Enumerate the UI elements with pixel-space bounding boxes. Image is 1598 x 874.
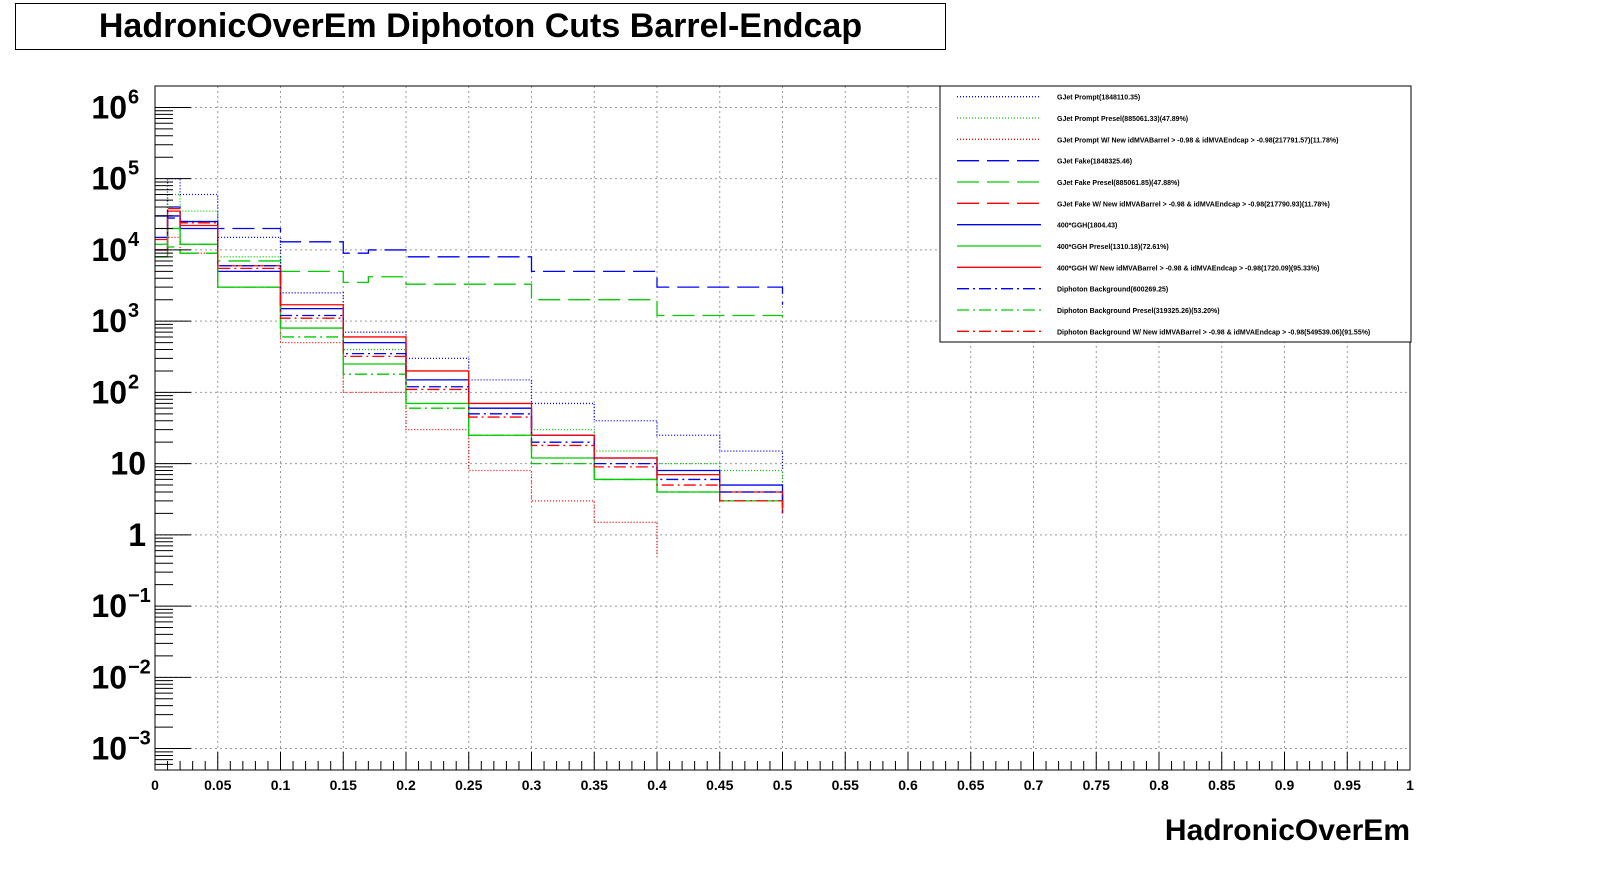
legend-entry-label: 400*GGH(1804.43) bbox=[1057, 223, 1117, 230]
y-tick-exponent: 2 bbox=[128, 371, 139, 393]
x-tick-label: 0.35 bbox=[581, 777, 608, 793]
x-tick-label: 0.8 bbox=[1149, 777, 1169, 793]
y-tick-exponent: 4 bbox=[128, 229, 140, 251]
x-tick-label: 0.9 bbox=[1275, 777, 1295, 793]
legend-entry-label: GJet Prompt(1848110.35) bbox=[1057, 95, 1140, 102]
y-tick-label: 10 bbox=[91, 232, 127, 268]
y-tick-exponent: −2 bbox=[128, 656, 151, 678]
x-tick-label: 0.95 bbox=[1334, 777, 1361, 793]
y-tick-label: 1 bbox=[128, 517, 146, 553]
series-line bbox=[155, 215, 784, 305]
x-tick-label: 0.4 bbox=[647, 777, 667, 793]
legend-entry-label: GJet Fake(1848325.46) bbox=[1057, 159, 1132, 166]
x-tick-label: 0.6 bbox=[898, 777, 918, 793]
y-tick-label: 10 bbox=[91, 731, 127, 767]
x-tick-label: 0.1 bbox=[271, 777, 291, 793]
series-line bbox=[155, 227, 784, 514]
x-tick-label: 0.05 bbox=[204, 777, 231, 793]
legend-entry-label: GJet Fake Presel(885061.85)(47.88%) bbox=[1057, 180, 1180, 187]
chart-title: HadronicOverEm Diphoton Cuts Barrel-Endc… bbox=[98, 7, 863, 45]
y-tick-label: 10 bbox=[91, 374, 127, 410]
x-tick-label: 0.2 bbox=[396, 777, 416, 793]
legend-entry-label: Diphoton Background(600269.25) bbox=[1057, 287, 1168, 294]
y-tick-exponent: 3 bbox=[128, 300, 139, 322]
y-tick-exponent: −1 bbox=[128, 585, 151, 607]
legend-entry-label: Diphoton Background W/ New idMVABarrel >… bbox=[1057, 329, 1370, 336]
x-tick-label: 0.7 bbox=[1024, 777, 1044, 793]
x-tick-label: 0.55 bbox=[832, 777, 859, 793]
series-line bbox=[155, 215, 784, 501]
x-tick-label: 0.25 bbox=[455, 777, 482, 793]
x-tick-label: 0.15 bbox=[330, 777, 357, 793]
x-tick-label: 0 bbox=[151, 777, 159, 793]
legend-entry-label: GJet Fake W/ New idMVABarrel > -0.98 & i… bbox=[1057, 201, 1330, 208]
x-tick-label: 0.85 bbox=[1208, 777, 1235, 793]
chart-title-box: HadronicOverEm Diphoton Cuts Barrel-Endc… bbox=[15, 3, 946, 50]
x-tick-label: 0.3 bbox=[522, 777, 542, 793]
legend-entry-label: GJet Prompt W/ New idMVABarrel > -0.98 &… bbox=[1057, 137, 1338, 144]
legend-entry-label: GJet Prompt Presel(885061.33)(47.89%) bbox=[1057, 116, 1188, 123]
legend-entry-label: 400*GGH W/ New idMVABarrel > -0.98 & idM… bbox=[1057, 265, 1319, 272]
legend: GJet Prompt(1848110.35) GJet Prompt Prese… bbox=[939, 85, 1412, 343]
series-line bbox=[155, 178, 784, 471]
series-line bbox=[155, 207, 784, 514]
y-tick-exponent: 6 bbox=[128, 86, 139, 108]
series-line bbox=[155, 243, 784, 325]
x-tick-label: 1 bbox=[1406, 777, 1414, 793]
x-tick-label: 0.65 bbox=[957, 777, 984, 793]
y-tick-label: 10 bbox=[91, 588, 127, 624]
y-tick-label: 10 bbox=[91, 659, 127, 695]
axes: 0 0.05 0.1 0.15 0.2 0.25 0.3 0.35 0.4 0.45 0.5 0.55… bbox=[91, 85, 1414, 793]
x-tick-label: 0.75 bbox=[1083, 777, 1110, 793]
y-tick-label: 10 bbox=[91, 161, 127, 197]
y-tick-label: 10 bbox=[91, 89, 127, 125]
y-tick-exponent: 5 bbox=[128, 158, 139, 180]
legend-entry-label: Diphoton Background Presel(319325.26)(53… bbox=[1057, 308, 1220, 315]
y-tick-label: 10 bbox=[110, 446, 146, 482]
y-tick-exponent: −3 bbox=[128, 728, 151, 750]
x-tick-label: 0.45 bbox=[706, 777, 733, 793]
y-tick-label: 10 bbox=[91, 303, 127, 339]
x-axis-label: HadronicOverEm bbox=[1165, 814, 1410, 847]
series-layer bbox=[155, 178, 784, 557]
x-tick-label: 0.5 bbox=[773, 777, 793, 793]
legend-frame bbox=[939, 85, 1412, 343]
legend-entry-label: 400*GGH Presel(1310.18)(72.61%) bbox=[1057, 244, 1169, 251]
